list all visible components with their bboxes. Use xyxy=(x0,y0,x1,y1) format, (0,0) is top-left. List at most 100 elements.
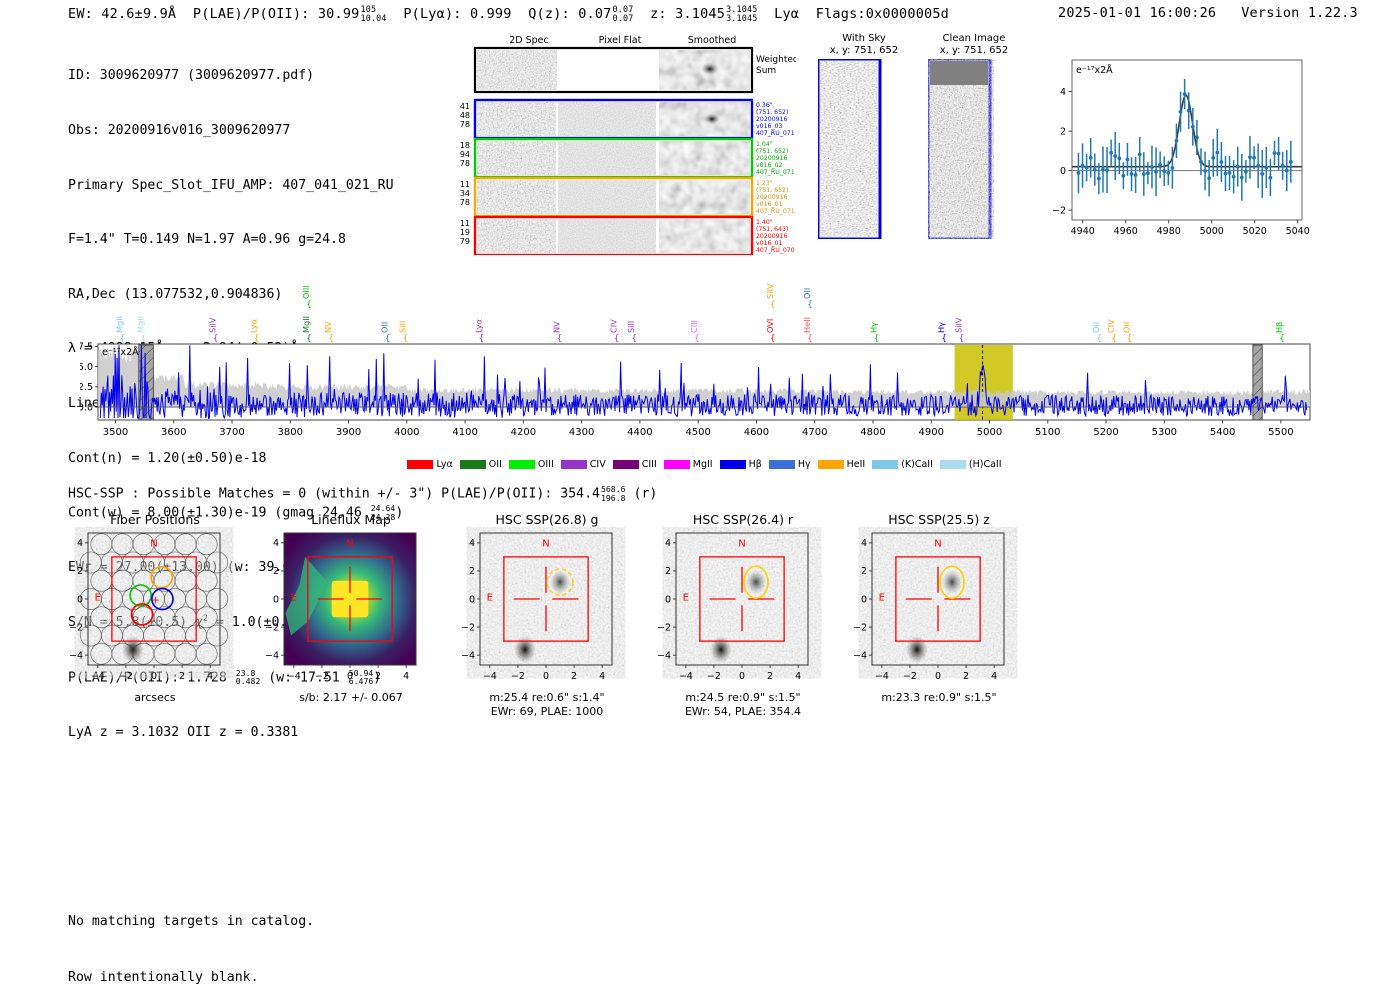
target-crosshair: + xyxy=(151,594,160,607)
cutout-panel-image: + N E −4 −2 0 2 4 4 2 0 −2 −4 xyxy=(69,532,229,682)
info-id: ID: 3009620977 (3009620977.pdf) xyxy=(68,68,315,84)
emission-bracket-icon: { xyxy=(306,334,312,344)
emission-label: MgII xyxy=(114,316,124,333)
hsc-summary-hi: 568.6 xyxy=(600,484,626,494)
cutout-ytick: −2 xyxy=(657,622,671,633)
spectrum-xtick: 5300 xyxy=(1152,427,1177,438)
footer-line-2: Row intentionally blank. xyxy=(68,969,259,985)
lineplot-data-points xyxy=(1076,78,1293,201)
cutout-panel-title: HSC SSP(26.4) r xyxy=(692,512,794,527)
footer-note: No matching targets in catalog. Row inte… xyxy=(68,876,314,1006)
weighted-sum-label-1: Weighted xyxy=(756,55,796,65)
cutout-xtick: 0 xyxy=(739,671,745,682)
cutout-with-sky: With Sky x, y: 751, 652 xyxy=(818,33,910,239)
cutout-xtick: −2 xyxy=(315,671,329,682)
cutout-xtick: −4 xyxy=(91,671,105,682)
svg-text:v016_02: v016_02 xyxy=(756,162,783,169)
legend-label: OII xyxy=(488,459,502,470)
cutout-xtick: 0 xyxy=(935,671,941,682)
cutout-ytick: 2 xyxy=(665,566,671,577)
spectrum-xtick: 4900 xyxy=(919,427,944,438)
spectrum-xtick: 5100 xyxy=(1035,427,1060,438)
spectrum-xtick: 3500 xyxy=(103,427,128,438)
clean-image-pixels xyxy=(928,59,992,239)
cutout-ytick: −2 xyxy=(853,622,867,633)
detection-highlight-band xyxy=(954,345,1013,420)
col-title-pixelflat: Pixel Flat xyxy=(599,35,642,46)
cutout-xtick: −4 xyxy=(483,671,497,682)
cutout-panel-image: N E −4 −2 0 2 4 4 2 0 −2 −4 xyxy=(265,532,417,682)
emission-bracket-icon: { xyxy=(403,334,409,344)
cutout-ytick: −2 xyxy=(69,622,83,633)
emission-bracket-icon: { xyxy=(1279,334,1285,344)
spectrum-xtick: 3700 xyxy=(219,427,244,438)
cutout-panel-caption-2: EWr: 69, PLAE: 1000 xyxy=(490,704,604,718)
compass-north-label: N xyxy=(346,538,353,549)
legend-item: Hβ xyxy=(719,459,762,470)
weighted-sum-row: Weighted Sum xyxy=(473,46,799,94)
emission-bracket-icon: { xyxy=(614,334,620,344)
emission-bracket-icon: { xyxy=(1111,334,1117,344)
cutout-panel-image: N E −4 −2 0 2 4 4 2 0 −2 −4 xyxy=(461,532,613,682)
spectrum-xtick: 4300 xyxy=(569,427,594,438)
fiber-row-0: 0.41 1.48 378 0.36" (751, 652) 20200916 … xyxy=(452,98,795,140)
emission-label: Lyα xyxy=(473,319,483,333)
legend-item: (H)CaII xyxy=(939,459,1002,470)
compass-east-label: E xyxy=(683,592,689,603)
legend-label: (H)CaII xyxy=(968,459,1002,470)
legend-item: OII xyxy=(459,459,502,470)
emission-label: Hγ xyxy=(936,322,946,333)
footer-line-1: No matching targets in catalog. xyxy=(68,914,315,929)
clean-image-coords: x, y: 751, 652 xyxy=(939,45,1009,56)
header-version: Version 1.22.3 xyxy=(1241,5,1358,21)
spectrum-xtick: 3800 xyxy=(278,427,303,438)
emission-label: SiIV xyxy=(954,317,964,333)
emission-bracket-icon: { xyxy=(328,334,334,344)
header-plae-poii-value: 30.99 xyxy=(317,5,360,22)
emission-label: Hβ xyxy=(1274,322,1284,333)
header-summary-line: EW: 42.6±9.9Å P(LAE)/P(OII): 30.99105 10.… xyxy=(68,5,949,23)
spectrum-unit-label: e⁻¹⁷x2Å xyxy=(102,346,139,358)
emission-bracket-icon: { xyxy=(306,300,312,310)
spectrum-xtick: 4600 xyxy=(744,427,769,438)
lineplot-xtick: 4980 xyxy=(1157,226,1181,237)
cutout-ytick: 0 xyxy=(469,594,475,605)
emission-bracket-icon: { xyxy=(807,334,813,344)
two-d-spec-panel: 2D Spec Pixel Flat Smoothed Weighted Sum… xyxy=(452,33,799,257)
clean-image-title: Clean Image xyxy=(942,33,1006,44)
compass-north-label: N xyxy=(542,538,549,549)
info-cont-w: Cont(w) = 8.00(±1.30)e-19 (gmag 24.46 24… xyxy=(68,503,404,522)
compass-north-label: N xyxy=(934,538,941,549)
header-z-hi: 3.1045 xyxy=(726,4,758,14)
emission-bracket-icon: { xyxy=(557,334,563,344)
emission-label: Hγ xyxy=(868,322,878,333)
cutout-panel-1: Lineflux Map N E −4 −2 0 2 4 4 2 0 −2 −4 s/b: 2.17 +/… xyxy=(256,512,446,705)
header-qz-label: Q(z): xyxy=(528,5,570,22)
spectrum-xtick: 4200 xyxy=(511,427,536,438)
emission-label: OVI xyxy=(765,319,775,333)
emission-label: OII xyxy=(1091,322,1101,333)
cutout-ytick: 4 xyxy=(861,538,867,549)
cutout-ytick: −4 xyxy=(657,650,671,661)
info-primary-spec: Primary Spec_Slot_IFU_AMP: 407_041_021_R… xyxy=(68,177,394,193)
emission-bracket-icon: { xyxy=(141,334,147,344)
legend-label: Hβ xyxy=(748,459,762,470)
svg-text:1.40": 1.40" xyxy=(756,219,773,226)
lineplot-xtick: 5040 xyxy=(1286,226,1310,237)
lineplot-unit-label: e⁻¹⁷x2Å xyxy=(1076,64,1113,76)
lineplot-ytick: 4 xyxy=(1060,87,1066,98)
source-ellipse xyxy=(743,565,769,599)
with-sky-title: With Sky xyxy=(842,33,886,44)
info-radec: RA,Dec (13.077532,0.904836) xyxy=(68,286,283,302)
svg-text:379: 379 xyxy=(460,237,470,246)
svg-text:0.94: 0.94 xyxy=(460,150,470,159)
emission-label: Lyα xyxy=(248,319,258,333)
svg-text:378: 378 xyxy=(460,120,470,129)
cutout-ytick: −4 xyxy=(69,650,83,661)
fiber-row-2: 0.11 1.34 378 1.23" (751, 652) 20200916 … xyxy=(452,176,795,218)
legend-label: CIV xyxy=(589,459,606,470)
cutout-panel-3: HSC SSP(26.4) r N E −4 −2 0 2 4 4 2 0 −2 −4 m:24.5 re… xyxy=(648,512,838,718)
cutout-ytick: 4 xyxy=(273,538,279,549)
header-timestamp-version: 2025-01-01 16:00:26 Version 1.22.3 xyxy=(1058,5,1358,21)
cutout-xtick: −2 xyxy=(119,671,133,682)
